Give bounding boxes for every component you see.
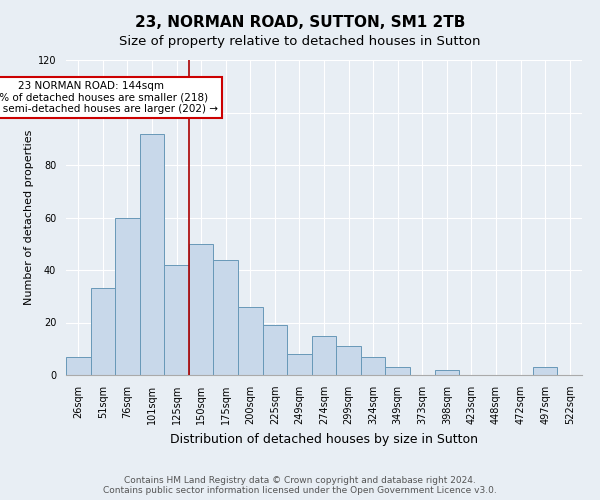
Bar	[140, 134, 164, 375]
Bar	[115, 218, 140, 375]
Bar	[533, 367, 557, 375]
Bar	[164, 265, 189, 375]
Bar	[238, 306, 263, 375]
Bar	[434, 370, 459, 375]
X-axis label: Distribution of detached houses by size in Sutton: Distribution of detached houses by size …	[170, 432, 478, 446]
Text: 23 NORMAN ROAD: 144sqm
← 52% of detached houses are smaller (218)
48% of semi-de: 23 NORMAN ROAD: 144sqm ← 52% of detached…	[0, 81, 218, 114]
Bar	[263, 325, 287, 375]
Text: 23, NORMAN ROAD, SUTTON, SM1 2TB: 23, NORMAN ROAD, SUTTON, SM1 2TB	[135, 15, 465, 30]
Y-axis label: Number of detached properties: Number of detached properties	[23, 130, 34, 305]
Text: Contains HM Land Registry data © Crown copyright and database right 2024.
Contai: Contains HM Land Registry data © Crown c…	[103, 476, 497, 495]
Bar	[287, 354, 312, 375]
Bar	[91, 288, 115, 375]
Bar	[385, 367, 410, 375]
Bar	[312, 336, 336, 375]
Bar	[189, 244, 214, 375]
Text: Size of property relative to detached houses in Sutton: Size of property relative to detached ho…	[119, 35, 481, 48]
Bar	[336, 346, 361, 375]
Bar	[361, 356, 385, 375]
Bar	[66, 356, 91, 375]
Bar	[214, 260, 238, 375]
